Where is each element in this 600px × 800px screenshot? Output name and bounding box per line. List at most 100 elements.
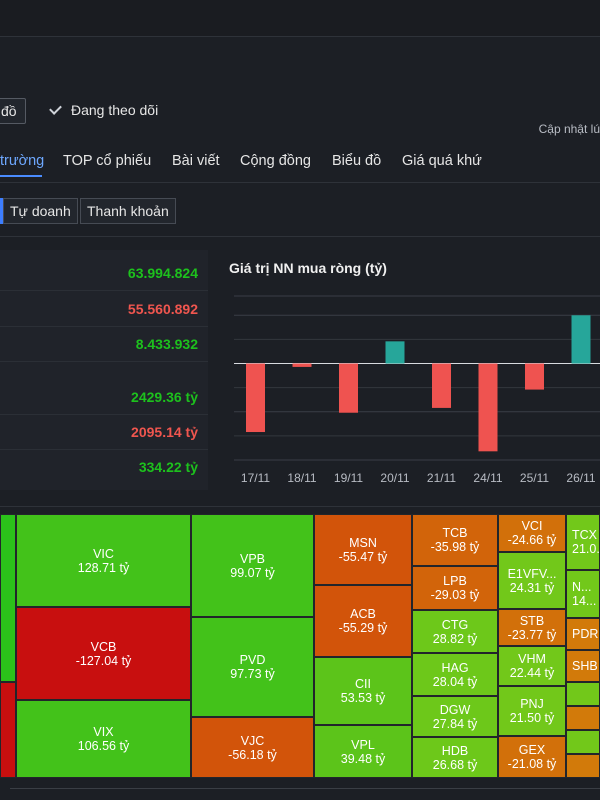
treemap-cell-hdb[interactable]: HDB 26.68 tỷ bbox=[412, 737, 498, 778]
foreign-net-buy-chart: 17/11 18/11 19/11 20/11 21/11 24/11 25/11 26/11 bbox=[234, 295, 600, 485]
stat-value: 63.994.824 bbox=[127, 265, 198, 281]
treemap-cell-dgw[interactable]: DGW 27.84 tỷ bbox=[412, 696, 498, 737]
treemap-cell-shb[interactable]: SHB bbox=[566, 650, 600, 682]
ticker-label: PDR bbox=[572, 627, 599, 641]
footer-bar bbox=[0, 778, 600, 800]
x-tick-label: 26/11 bbox=[566, 471, 595, 485]
value-label: -55.47 tỷ bbox=[338, 549, 388, 564]
horizontal-scrollbar[interactable] bbox=[10, 788, 600, 789]
ticker-label: LPB bbox=[443, 574, 467, 588]
chart-title: Giá trị NN mua ròng (tỷ) bbox=[229, 260, 387, 276]
ticker-label: MSN bbox=[349, 535, 377, 550]
value-label: 26.68 tỷ bbox=[432, 757, 478, 772]
treemap-cell-stb[interactable]: STB -23.77 tỷ bbox=[498, 609, 566, 646]
value-label: 128.71 tỷ bbox=[77, 560, 130, 575]
bar-20-11[interactable] bbox=[385, 341, 405, 364]
treemap-cell-tcb[interactable]: TCB -35.98 tỷ bbox=[412, 514, 498, 566]
treemap-cell-hag[interactable]: HAG 28.04 tỷ bbox=[412, 653, 498, 696]
subtab-proprietary[interactable]: Tự doanh bbox=[3, 198, 78, 224]
treemap-cell[interactable] bbox=[566, 754, 600, 778]
stat-value: 2429.36 tỷ bbox=[131, 389, 198, 405]
ticker-label: HDB bbox=[441, 743, 469, 758]
ticker-label: DGW bbox=[439, 702, 471, 717]
updated-label: Cập nhật lú bbox=[538, 122, 600, 136]
bar-25-11[interactable] bbox=[525, 363, 544, 390]
treemap: VIC 128.71 tỷ VCB -127.04 tỷ VIX 106.56 tỷ VPB… bbox=[0, 514, 600, 778]
divider bbox=[0, 414, 208, 415]
treemap-cell-vjc[interactable]: VJC -56.18 tỷ bbox=[191, 717, 314, 778]
tab-community[interactable]: Cộng đồng bbox=[240, 153, 311, 169]
treemap-cell-pvd[interactable]: PVD 97.73 tỷ bbox=[191, 617, 314, 717]
active-tab-indicator bbox=[0, 175, 42, 177]
value-label: 27.84 tỷ bbox=[432, 716, 478, 731]
ticker-label: VJC bbox=[240, 733, 265, 748]
treemap-cell-vcb[interactable]: VCB -127.04 tỷ bbox=[16, 607, 191, 700]
tabs-divider bbox=[0, 182, 600, 183]
tab-market[interactable]: trường bbox=[0, 153, 45, 169]
treemap-cell-vic[interactable]: VIC 128.71 tỷ bbox=[16, 514, 191, 607]
ticker-label: TCX bbox=[572, 528, 597, 542]
ticker-label: PNJ bbox=[520, 697, 544, 711]
treemap-cell-vpl[interactable]: VPL 39.48 tỷ bbox=[314, 725, 412, 778]
treemap-cell-pnj[interactable]: PNJ 21.50 tỷ bbox=[498, 686, 566, 736]
ticker-label: VHM bbox=[518, 652, 546, 666]
treemap-cell-vhm[interactable]: VHM 22.44 tỷ bbox=[498, 646, 566, 686]
value-label: -21.08 tỷ bbox=[507, 757, 557, 771]
value-label: 106.56 tỷ bbox=[77, 739, 130, 753]
bar-24-11[interactable] bbox=[478, 363, 498, 452]
value-label: -29.03 tỷ bbox=[430, 588, 480, 602]
tab-articles[interactable]: Bài viết bbox=[172, 153, 220, 169]
stat-value: 55.560.892 bbox=[127, 301, 198, 317]
treemap-cell[interactable] bbox=[566, 706, 600, 730]
follow-toggle[interactable]: Đang theo dõi bbox=[49, 96, 158, 124]
treemap-cell[interactable] bbox=[0, 682, 16, 778]
bar-18-11[interactable] bbox=[292, 363, 312, 367]
bar-21-11[interactable] bbox=[432, 363, 451, 408]
ticker-label: VIX bbox=[93, 725, 114, 739]
subtab-liquidity[interactable]: Thanh khoản bbox=[80, 198, 176, 224]
ticker-label: PVD bbox=[239, 653, 266, 667]
value-label: 53.53 tỷ bbox=[340, 691, 386, 705]
ticker-label: E1VFV... bbox=[507, 566, 557, 581]
tab-history[interactable]: Giá quá khứ bbox=[402, 153, 482, 169]
treemap-cell-acb[interactable]: ACB -55.29 tỷ bbox=[314, 585, 412, 657]
value-label: 99.07 tỷ bbox=[230, 565, 275, 580]
ticker-label: VCB bbox=[90, 639, 117, 654]
value-label: 39.48 tỷ bbox=[340, 751, 386, 766]
bar-17-11[interactable] bbox=[246, 363, 265, 433]
divider bbox=[0, 449, 208, 450]
treemap-cell[interactable] bbox=[566, 730, 600, 754]
treemap-cell-e1vfv[interactable]: E1VFV... 24.31 tỷ bbox=[498, 552, 566, 609]
section-divider bbox=[0, 506, 600, 507]
treemap-cell-n[interactable]: N... 14... bbox=[566, 570, 600, 618]
value-label: -55.29 tỷ bbox=[338, 621, 388, 635]
treemap-cell[interactable] bbox=[566, 682, 600, 706]
ticker-label: ACB bbox=[350, 607, 376, 621]
treemap-cell-msn[interactable]: MSN -55.47 tỷ bbox=[314, 514, 412, 585]
value-label: 28.04 tỷ bbox=[432, 674, 478, 689]
tab-charts[interactable]: Biểu đồ bbox=[332, 153, 382, 169]
treemap-cell-vci[interactable]: VCI -24.66 tỷ bbox=[498, 514, 566, 552]
tab-top-stocks[interactable]: TOP cổ phiếu bbox=[63, 153, 152, 169]
section-divider bbox=[0, 236, 600, 237]
value-label: -23.77 tỷ bbox=[507, 627, 557, 642]
treemap-cell-lpb[interactable]: LPB -29.03 tỷ bbox=[412, 566, 498, 610]
treemap-cell[interactable] bbox=[0, 514, 16, 682]
value-label: 24.31 tỷ bbox=[509, 580, 555, 595]
treemap-cell-gex[interactable]: GEX -21.08 tỷ bbox=[498, 736, 566, 778]
x-tick-label: 20/11 bbox=[380, 471, 409, 485]
x-tick-label: 21/11 bbox=[427, 471, 456, 485]
treemap-cell-ctg[interactable]: CTG 28.82 tỷ bbox=[412, 610, 498, 653]
bar-19-11[interactable] bbox=[339, 363, 358, 413]
ticker-label: HAG bbox=[441, 660, 469, 675]
map-button[interactable]: đồ bbox=[0, 98, 26, 124]
treemap-cell-vix[interactable]: VIX 106.56 tỷ bbox=[16, 700, 191, 778]
treemap-cell-pdr[interactable]: PDR bbox=[566, 618, 600, 650]
bar-26-11[interactable] bbox=[571, 315, 591, 364]
stat-value: 2095.14 tỷ bbox=[131, 424, 198, 440]
treemap-cell-vpb[interactable]: VPB 99.07 tỷ bbox=[191, 514, 314, 617]
treemap-cell-cii[interactable]: CII 53.53 tỷ bbox=[314, 657, 412, 725]
value-label: 14... bbox=[572, 594, 597, 608]
value-label: -35.98 tỷ bbox=[430, 540, 480, 554]
